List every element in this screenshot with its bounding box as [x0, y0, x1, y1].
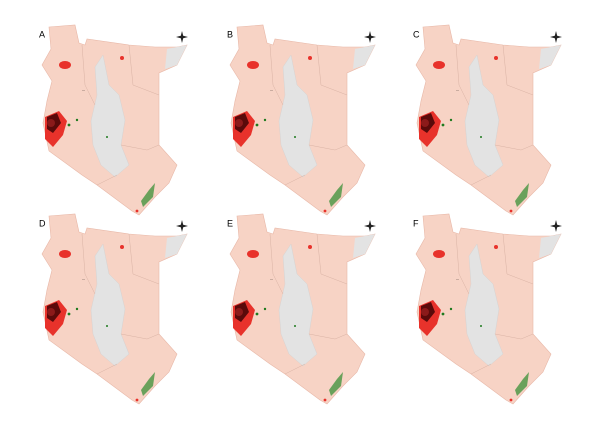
- panel-label: F: [413, 218, 419, 228]
- north-arrow: [176, 220, 188, 232]
- map-panel: B: [227, 24, 376, 216]
- kenya-map: [415, 24, 562, 216]
- kenya-map: [229, 24, 376, 216]
- map-panel: D: [39, 213, 188, 405]
- map-panel: E: [227, 213, 376, 405]
- north-arrow: [176, 31, 188, 43]
- panel-label: B: [227, 29, 233, 39]
- north-arrow: [550, 31, 562, 43]
- north-arrow: [364, 220, 376, 232]
- kenya-map: [41, 24, 188, 216]
- panel-label: C: [413, 29, 420, 39]
- panel-label: A: [39, 29, 45, 39]
- panel-label: E: [227, 218, 233, 228]
- map-panel: A: [39, 24, 188, 216]
- north-arrow: [364, 31, 376, 43]
- map-panel: F: [413, 213, 562, 405]
- map-panel: C: [413, 24, 562, 216]
- panel-label: D: [39, 218, 46, 228]
- kenya-map: [415, 213, 562, 405]
- kenya-map: [41, 213, 188, 405]
- kenya-map: [229, 213, 376, 405]
- north-arrow: [550, 220, 562, 232]
